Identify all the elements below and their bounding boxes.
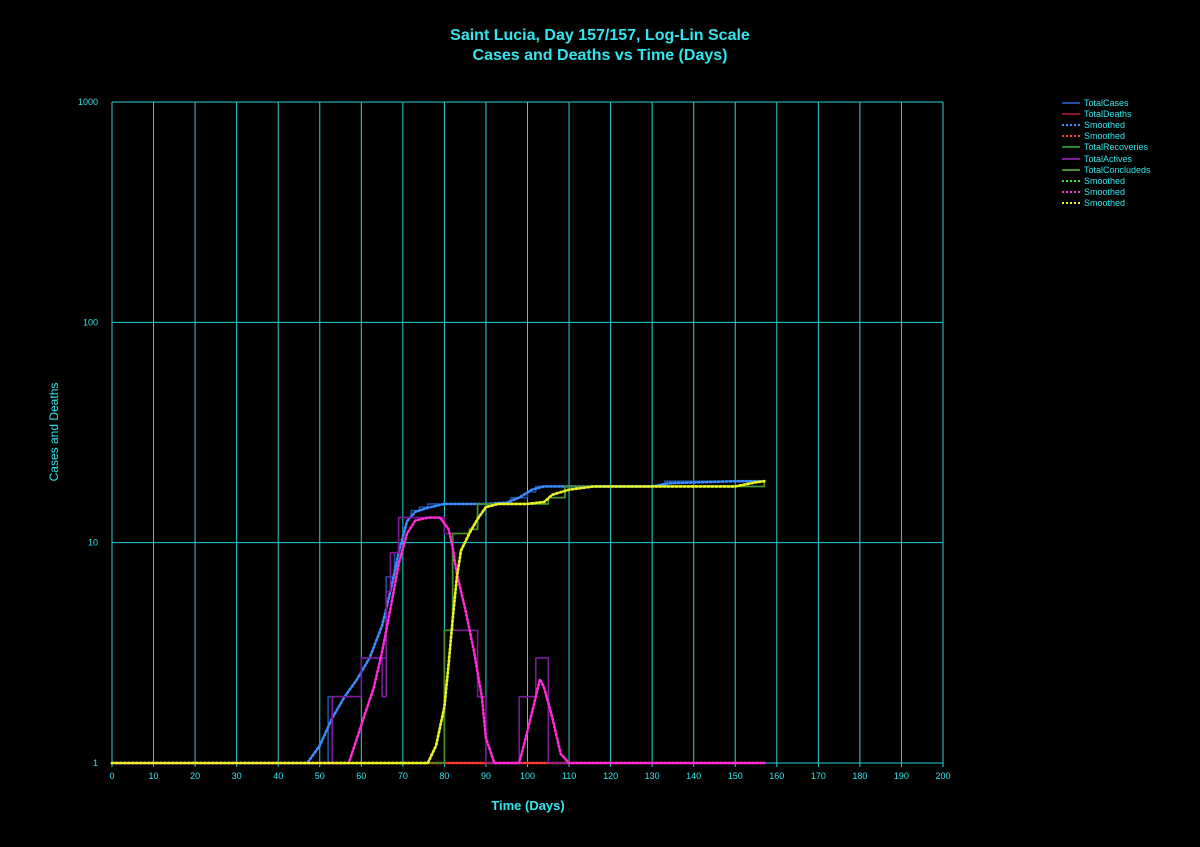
legend-label: TotalCases <box>1084 97 1129 108</box>
x-tick-label: 200 <box>935 771 950 781</box>
series-line-4 <box>112 481 766 764</box>
x-tick-label: 40 <box>273 771 283 781</box>
legend-label: Smoothed <box>1084 119 1126 130</box>
x-tick-label: 90 <box>481 771 491 781</box>
x-tick-label: 150 <box>728 771 743 781</box>
legend-item: Smoothed <box>1062 187 1151 198</box>
x-tick-label: 50 <box>315 771 325 781</box>
x-tick-label: 170 <box>811 771 826 781</box>
legend-item: Smoothed <box>1062 131 1151 142</box>
x-tick-label: 0 <box>109 771 114 781</box>
legend-item: TotalConcludeds <box>1062 164 1151 175</box>
legend-swatch <box>1062 101 1080 104</box>
tick-labels: 0 10 20 30 40 50 60 70 80 90 100 110 120 130 140 150 160… <box>78 97 951 781</box>
legend-swatch <box>1062 123 1080 126</box>
x-tick-label: 160 <box>769 771 784 781</box>
legend-swatch <box>1062 191 1080 194</box>
legend-label: TotalConcludeds <box>1084 164 1151 175</box>
legend-item: Smoothed <box>1062 175 1151 186</box>
x-tick-label: 80 <box>439 771 449 781</box>
y-tick-label: 1 <box>93 758 98 768</box>
legend-item: TotalRecoveries <box>1062 142 1151 153</box>
series-line-8 <box>110 516 766 765</box>
series-layer <box>110 479 766 765</box>
y-tick-label: 10 <box>88 538 98 548</box>
x-tick-label: 120 <box>603 771 618 781</box>
legend-swatch <box>1062 202 1080 205</box>
legend-label: TotalDeaths <box>1084 108 1132 119</box>
series-line-7 <box>110 479 766 765</box>
legend-item: TotalDeaths <box>1062 108 1151 119</box>
x-tick-label: 190 <box>894 771 909 781</box>
legend-swatch <box>1062 168 1080 171</box>
x-tick-label: 20 <box>190 771 200 781</box>
legend-item: Smoothed <box>1062 119 1151 130</box>
series-line-9 <box>110 479 766 765</box>
chart-subtitle: Cases and Deaths vs Time (Days) <box>472 47 728 64</box>
legend-label: TotalRecoveries <box>1084 142 1149 153</box>
legend-label: Smoothed <box>1084 131 1126 142</box>
series-line-6 <box>112 481 766 764</box>
x-tick-label: 60 <box>356 771 366 781</box>
legend-swatch <box>1062 157 1080 160</box>
y-tick-label: 1000 <box>78 97 98 107</box>
legend-item: TotalActives <box>1062 153 1151 164</box>
x-axis-label: Time (Days) <box>491 798 564 813</box>
series-line-2 <box>110 479 766 765</box>
x-tick-label: 70 <box>398 771 408 781</box>
x-tick-label: 180 <box>852 771 867 781</box>
chart-title: Saint Lucia, Day 157/157, Log-Lin Scale <box>450 27 750 44</box>
legend-swatch <box>1062 179 1080 182</box>
legend-item: TotalCases <box>1062 97 1151 108</box>
x-tick-label: 10 <box>149 771 159 781</box>
legend-swatch <box>1062 146 1080 149</box>
y-axis-label: Cases and Deaths <box>47 383 61 482</box>
legend-label: TotalActives <box>1084 153 1133 164</box>
legend-item: Smoothed <box>1062 198 1151 209</box>
x-tick-label: 110 <box>562 771 576 781</box>
legend-label: Smoothed <box>1084 198 1126 209</box>
legend-swatch <box>1062 135 1080 138</box>
y-tick-label: 100 <box>83 317 98 327</box>
legend-label: Smoothed <box>1084 187 1126 198</box>
legend-swatch <box>1062 112 1080 115</box>
series-line-5 <box>112 516 765 764</box>
x-tick-label: 140 <box>686 771 701 781</box>
legend-label: Smoothed <box>1084 175 1126 186</box>
x-tick-label: 30 <box>232 771 242 781</box>
x-tick-label: 130 <box>645 771 660 781</box>
series-line-0 <box>112 480 765 764</box>
legend: TotalCases TotalDeaths Smoothed Smoothed Tot… <box>1062 97 1151 209</box>
grid <box>111 101 944 767</box>
x-tick-label: 100 <box>520 771 535 781</box>
